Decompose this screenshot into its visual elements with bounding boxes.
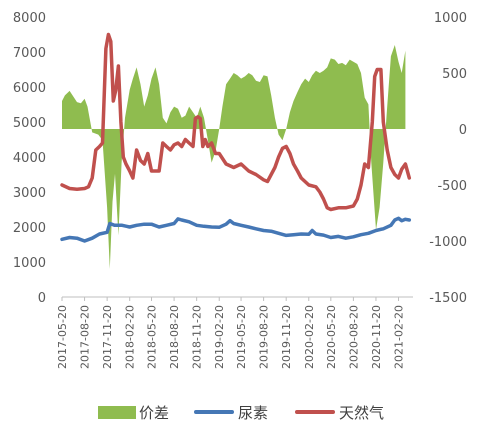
spread-area-series [62, 45, 406, 269]
right-axis-tick-label: 0 [459, 123, 467, 138]
legend-swatch-spread [98, 406, 136, 419]
natural-gas-line [60, 32, 412, 212]
x-axis-tick-label: 2019-05-20 [235, 305, 248, 369]
x-axis-tick-label: 2018-02-20 [124, 305, 137, 369]
x-axis-tick-label: 2017-05-20 [56, 305, 69, 369]
legend: 价差 尿素 天然气 [98, 404, 384, 422]
x-axis-tick-label: 2019-08-20 [258, 305, 271, 369]
left-axis-tick-label: 3000 [13, 186, 46, 201]
x-axis-tick-label: 2020-02-20 [303, 305, 316, 369]
x-axis-tick-label: 2021-02-20 [393, 305, 406, 369]
x-axis-tick-marks [61, 297, 400, 301]
x-axis-tick-label: 2018-08-20 [168, 305, 181, 369]
legend-label-urea: 尿素 [238, 404, 268, 422]
right-axis-tick-label: 1000 [434, 11, 467, 26]
x-axis-tick-label: 2020-08-20 [347, 305, 360, 369]
x-axis-tick-label: 2019-02-20 [213, 305, 226, 369]
x-axis-tick-label: 2017-11-20 [101, 305, 114, 369]
left-axis-tick-label: 2000 [13, 221, 46, 236]
right-axis-tick-label: -1500 [429, 291, 467, 306]
left-axis-ticks: 0 1000 2000 3000 4000 5000 6000 7000 8000 [13, 11, 46, 306]
spread-area [62, 45, 406, 269]
x-axis-tick-label: 2020-11-20 [370, 305, 383, 369]
left-axis-tick-label: 0 [38, 291, 46, 306]
right-axis-tick-label: -500 [437, 179, 467, 194]
legend-label-spread: 价差 [139, 404, 169, 422]
left-axis-tick-label: 7000 [13, 46, 46, 61]
x-axis-tick-label: 2018-11-20 [191, 305, 204, 369]
urea-line [60, 216, 412, 243]
x-axis-tick-label: 2020-05-20 [325, 305, 338, 369]
left-axis-tick-label: 8000 [13, 11, 46, 26]
right-axis-tick-label: 500 [442, 67, 467, 82]
x-axis-tick-label: 2019-11-20 [280, 305, 293, 369]
left-axis-tick-label: 1000 [13, 256, 46, 271]
right-axis-tick-label: -1000 [429, 235, 467, 250]
left-axis-tick-label: 5000 [13, 116, 46, 131]
right-axis-ticks: 1000 500 0 -500 -1000 -1500 [429, 11, 467, 306]
x-axis-ticks: 2017-05-20 2017-08-20 2017-11-20 2018-02-20… [56, 305, 406, 369]
left-axis-tick-label: 6000 [13, 81, 46, 96]
left-axis-tick-label: 4000 [13, 151, 46, 166]
x-axis-tick-label: 2017-08-20 [79, 305, 92, 369]
line-series-layer [60, 32, 412, 243]
legend-label-natural-gas: 天然气 [339, 404, 384, 422]
x-axis-tick-label: 2018-05-20 [146, 305, 159, 369]
